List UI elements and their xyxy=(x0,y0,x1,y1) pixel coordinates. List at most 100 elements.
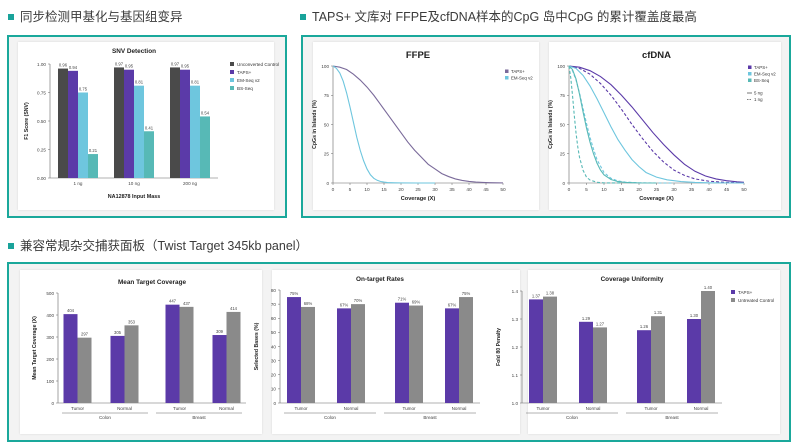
group-label: Breast xyxy=(192,415,206,420)
legend-label: 5 ng xyxy=(754,91,763,96)
bar xyxy=(88,154,98,178)
y-axis-label: F1 Score (SNV) xyxy=(24,102,30,140)
bar-value-label: 0.41 xyxy=(145,125,154,130)
bar xyxy=(637,330,651,403)
y-tick-label: 0.50 xyxy=(37,119,46,124)
x-tick-label: 20 xyxy=(636,187,642,193)
x-tick-label: 5 xyxy=(349,187,352,193)
bar-value-label: 0.97 xyxy=(115,61,124,66)
x-tick-label: 1 ng xyxy=(74,181,83,186)
card-ffpe xyxy=(313,42,539,210)
bar xyxy=(58,68,68,178)
y-tick-label: 50 xyxy=(560,122,566,127)
bar-value-label: 404 xyxy=(67,308,75,313)
bar-value-label: 67% xyxy=(448,302,457,307)
y-tick-label: 75 xyxy=(324,93,330,98)
legend-swatch xyxy=(748,72,752,76)
x-tick-label: 30 xyxy=(432,187,438,193)
legend-label: Untreated Control xyxy=(738,298,774,303)
x-tick-label: Normal xyxy=(219,406,234,411)
legend-swatch xyxy=(748,78,752,82)
bar-value-label: 353 xyxy=(128,319,136,324)
bar xyxy=(579,321,593,403)
bar-value-label: 1.37 xyxy=(532,293,541,298)
x-tick-label: 40 xyxy=(706,187,712,193)
x-tick-label: Tumor xyxy=(173,406,187,411)
y-tick-label: 0 xyxy=(326,181,329,186)
bar xyxy=(287,297,301,403)
x-tick-label: 5 xyxy=(585,187,588,193)
x-axis-label: Coverage (X) xyxy=(401,196,436,202)
x-tick-label: 50 xyxy=(500,187,506,193)
legend-swatch xyxy=(230,86,234,90)
bar-value-label: 1.30 xyxy=(690,313,699,318)
x-tick-label: 10 ng xyxy=(128,181,140,186)
bar xyxy=(170,67,180,178)
y-tick-label: 25 xyxy=(324,152,330,157)
bar-value-label: 0.81 xyxy=(135,80,144,85)
x-tick-label: Normal xyxy=(344,406,359,411)
legend-label: BS-Seq xyxy=(237,86,253,91)
legend-swatch xyxy=(230,78,234,82)
x-tick-label: 10 xyxy=(364,187,370,193)
bar xyxy=(687,319,701,403)
bar-value-label: 68% xyxy=(304,301,313,306)
x-tick-label: 15 xyxy=(381,187,387,193)
group-label: Colon xyxy=(566,415,578,420)
series-line xyxy=(568,65,674,184)
x-tick-label: 25 xyxy=(654,187,660,193)
x-tick-label: Normal xyxy=(694,406,709,411)
x-tick-label: 20 xyxy=(398,187,404,193)
group-label: Colon xyxy=(324,415,336,420)
bar xyxy=(459,297,473,403)
chart-title: Mean Target Coverage xyxy=(118,279,187,286)
group-label: Breast xyxy=(423,415,437,420)
x-tick-label: Tumor xyxy=(644,406,658,411)
bar-value-label: 0.95 xyxy=(125,64,134,69)
bar-value-label: 1.31 xyxy=(654,310,663,315)
bar-value-label: 69% xyxy=(412,300,421,305)
x-tick-label: 10 xyxy=(601,187,607,193)
bar-value-label: 437 xyxy=(183,301,191,306)
chart-title: On-target Rates xyxy=(356,276,404,283)
bar xyxy=(226,311,241,403)
bar xyxy=(543,296,557,403)
series-line xyxy=(332,65,504,184)
bar xyxy=(445,308,459,403)
bar-value-label: 309 xyxy=(216,329,224,334)
section-title-coverage: TAPS+ 文库对 FFPE及cfDNA样本的CpG 岛中CpG 的累计覆盖度最… xyxy=(300,6,697,25)
y-tick-label: 0 xyxy=(273,401,276,406)
y-tick-label: 10 xyxy=(271,387,277,392)
bar xyxy=(144,131,154,178)
bar-value-label: 0.95 xyxy=(181,64,190,69)
legend-label: TAPS+ xyxy=(754,65,768,70)
bar xyxy=(110,335,125,403)
y-axis-label: Fold 80 Penalty xyxy=(496,328,502,366)
x-tick-label: 40 xyxy=(466,187,472,193)
bar xyxy=(190,85,200,178)
y-tick-label: 0.25 xyxy=(37,147,46,152)
bullet-icon xyxy=(8,13,14,20)
y-tick-label: 60 xyxy=(271,316,277,321)
bar-value-label: 0.96 xyxy=(59,63,68,68)
y-tick-label: 300 xyxy=(46,335,54,340)
bar-value-label: 0.81 xyxy=(191,80,200,85)
y-tick-label: 1.4 xyxy=(512,289,519,294)
legend-label: EM-Seq v2 xyxy=(511,76,533,81)
bar xyxy=(337,308,351,403)
legend-swatch xyxy=(505,69,509,73)
y-tick-label: 1.00 xyxy=(37,62,46,67)
bar-value-label: 414 xyxy=(230,306,238,311)
bar xyxy=(179,306,194,403)
bar xyxy=(301,306,315,403)
bullet-icon xyxy=(300,13,306,20)
x-tick-label: Tumor xyxy=(294,406,308,411)
y-tick-label: 1.0 xyxy=(512,401,519,406)
y-tick-label: 1.3 xyxy=(512,317,519,322)
bar-value-label: 1.38 xyxy=(546,291,555,296)
bar xyxy=(200,116,210,178)
y-tick-label: 75 xyxy=(560,93,566,98)
y-tick-label: 0 xyxy=(51,401,54,406)
bar-value-label: 70% xyxy=(354,298,363,303)
bullet-icon xyxy=(8,242,14,249)
